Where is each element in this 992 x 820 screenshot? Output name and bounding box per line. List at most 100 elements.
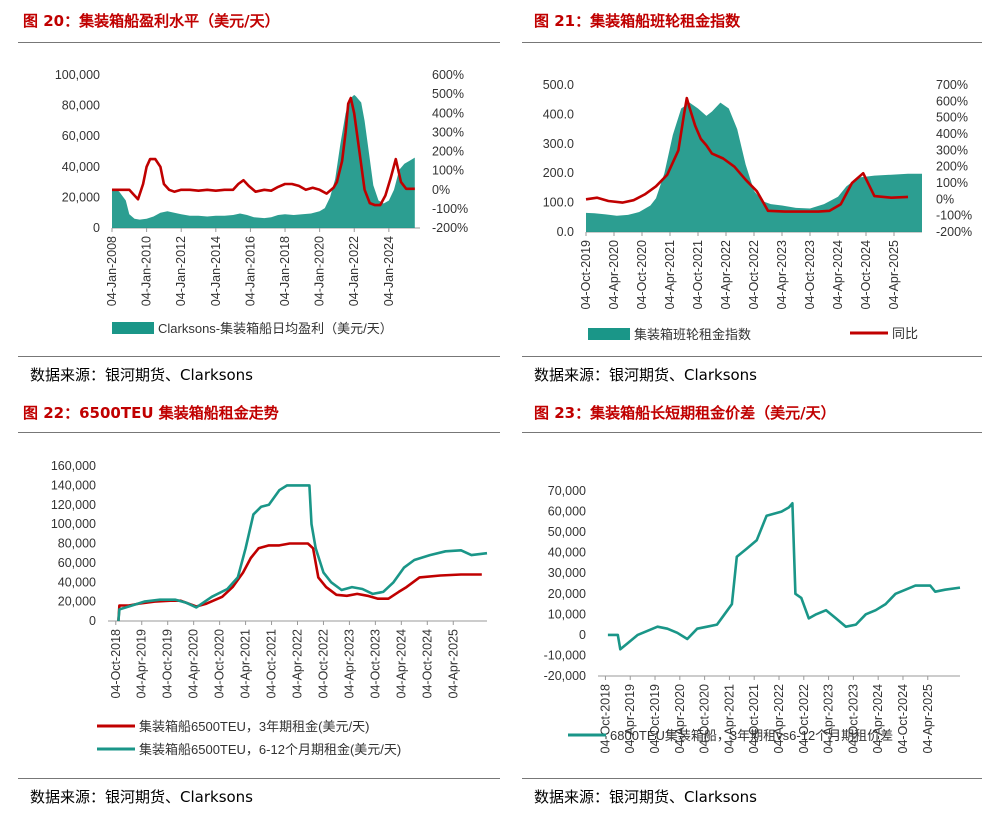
y-tick-label: 100,000	[51, 517, 96, 531]
y-tick-label: 0	[89, 614, 96, 628]
y2-tick-label: 300%	[432, 125, 464, 139]
y-tick-label: 100,000	[55, 68, 100, 82]
x-tick-label: 04-Apr-2020	[607, 240, 621, 310]
y2-tick-label: 200%	[432, 145, 464, 159]
x-tick-label: 04-Oct-2023	[368, 629, 382, 699]
x-tick-label: 04-Oct-2019	[161, 629, 175, 699]
legend-label: 同比	[892, 326, 918, 341]
y2-tick-label: -200%	[432, 221, 468, 235]
x-tick-label: 04-Jan-2022	[347, 236, 361, 306]
x-tick-label: 04-Oct-2024	[420, 629, 434, 699]
chart-22-title: 图 22：6500TEU 集装箱船租金走势	[23, 404, 279, 422]
y-tick-label: -10,000	[544, 648, 586, 662]
x-tick-label: 04-Apr-2023	[822, 684, 836, 754]
x-tick-label: 04-Apr-2019	[623, 684, 637, 754]
y-tick-label: 40,000	[58, 575, 96, 589]
x-tick-label: 04-Jan-2010	[140, 236, 154, 306]
y-tick-label: 10,000	[548, 607, 586, 621]
y-tick-label: 40,000	[62, 160, 100, 174]
divider	[18, 42, 500, 43]
legend-label: 集装箱船6500TEU，3年期租金(美元/天)	[139, 719, 369, 734]
y-tick-label: 100.0	[543, 196, 574, 210]
y2-tick-label: 500%	[432, 87, 464, 101]
y2-tick-label: 400%	[936, 127, 968, 141]
chart-20-source: 数据来源：银河期货、Clarksons	[30, 366, 254, 384]
x-tick-label: 04-Oct-2021	[691, 240, 705, 310]
legend-swatch	[112, 322, 154, 334]
divider	[18, 356, 500, 357]
y-tick-label: 70,000	[548, 484, 586, 498]
x-tick-label: 04-Apr-2022	[719, 240, 733, 310]
y-tick-label: 30,000	[548, 566, 586, 580]
x-tick-label: 04-Apr-2024	[871, 684, 885, 754]
divider	[522, 42, 982, 43]
y2-tick-label: 600%	[432, 68, 464, 82]
line-series	[117, 484, 488, 622]
x-tick-label: 04-Apr-2025	[921, 684, 935, 754]
x-tick-label: 04-Jan-2020	[313, 236, 327, 306]
y-tick-label: 0.0	[557, 225, 574, 239]
y2-tick-label: 300%	[936, 143, 968, 157]
y-tick-label: 20,000	[58, 595, 96, 609]
y-tick-label: 50,000	[548, 525, 586, 539]
x-tick-label: 04-Oct-2021	[747, 684, 761, 754]
x-tick-label: 04-Oct-2018	[598, 684, 612, 754]
divider	[18, 432, 500, 433]
x-tick-label: 04-Apr-2021	[663, 240, 677, 310]
y2-tick-label: -100%	[432, 202, 468, 216]
chart-23-source: 数据来源：银河期货、Clarksons	[534, 788, 758, 806]
y-tick-label: 300.0	[543, 137, 574, 151]
y2-tick-label: 100%	[432, 164, 464, 178]
y-tick-label: 400.0	[543, 107, 574, 121]
legend-swatch	[588, 328, 630, 340]
x-tick-label: 04-Apr-2022	[772, 684, 786, 754]
x-tick-label: 04-Apr-2020	[673, 684, 687, 754]
y2-tick-label: -200%	[936, 225, 972, 239]
divider	[18, 778, 500, 779]
x-tick-label: 04-Oct-2022	[797, 684, 811, 754]
x-tick-label: 04-Apr-2023	[775, 240, 789, 310]
y2-tick-label: 600%	[936, 94, 968, 108]
x-tick-label: 04-Oct-2022	[747, 240, 761, 310]
x-tick-label: 04-Oct-2019	[579, 240, 593, 310]
y2-tick-label: 200%	[936, 160, 968, 174]
x-tick-label: 04-Apr-2024	[394, 629, 408, 699]
y-tick-label: 20,000	[62, 190, 100, 204]
x-tick-label: 04-Jan-2016	[243, 236, 257, 306]
y2-tick-label: 0%	[432, 183, 450, 197]
x-tick-label: 04-Apr-2021	[239, 629, 253, 699]
divider	[522, 432, 982, 433]
x-tick-label: 04-Oct-2022	[316, 629, 330, 699]
x-tick-label: 04-Oct-2023	[803, 240, 817, 310]
x-tick-label: 04-Jan-2018	[278, 236, 292, 306]
legend-label: 集装箱班轮租金指数	[634, 327, 751, 342]
y-tick-label: 0	[93, 221, 100, 235]
y-tick-label: 200.0	[543, 166, 574, 180]
chart-22-source: 数据来源：银河期货、Clarksons	[30, 788, 254, 806]
legend-label: Clarksons-集装箱船日均盈利（美元/天）	[158, 321, 393, 336]
x-tick-label: 04-Jan-2014	[209, 236, 223, 306]
y-tick-label: -20,000	[544, 669, 586, 683]
y-tick-label: 0	[579, 628, 586, 642]
x-tick-label: 04-Apr-2025	[887, 240, 901, 310]
line-series	[585, 96, 909, 213]
y-tick-label: 500.0	[543, 78, 574, 92]
x-tick-label: 04-Oct-2024	[896, 684, 910, 754]
divider	[522, 356, 982, 357]
x-tick-label: 04-Apr-2019	[135, 629, 149, 699]
line-series	[607, 502, 961, 651]
y2-tick-label: 700%	[936, 78, 968, 92]
y-tick-label: 160,000	[51, 459, 96, 473]
x-tick-label: 04-Oct-2020	[213, 629, 227, 699]
x-tick-label: 04-Jan-2024	[382, 236, 396, 306]
chart-23-title: 图 23：集装箱船长短期租金价差（美元/天）	[534, 404, 836, 422]
x-tick-label: 04-Oct-2019	[648, 684, 662, 754]
y-tick-label: 120,000	[51, 498, 96, 512]
x-tick-label: 04-Apr-2021	[722, 684, 736, 754]
y-tick-label: 40,000	[548, 546, 586, 560]
x-tick-label: 04-Apr-2025	[446, 629, 460, 699]
y-tick-label: 60,000	[62, 129, 100, 143]
area-series	[586, 102, 922, 232]
x-tick-label: 04-Oct-2023	[846, 684, 860, 754]
y-tick-label: 80,000	[62, 99, 100, 113]
